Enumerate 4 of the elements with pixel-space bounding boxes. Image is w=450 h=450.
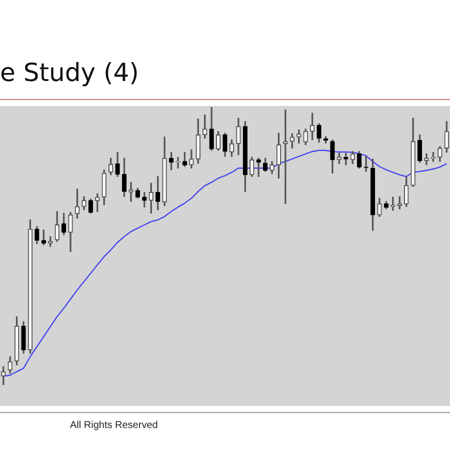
candlestick bbox=[128, 182, 134, 202]
candlestick bbox=[283, 109, 288, 204]
text: All Rights Reserved bbox=[70, 420, 158, 431]
chart-title: e Study (4) bbox=[0, 58, 139, 87]
